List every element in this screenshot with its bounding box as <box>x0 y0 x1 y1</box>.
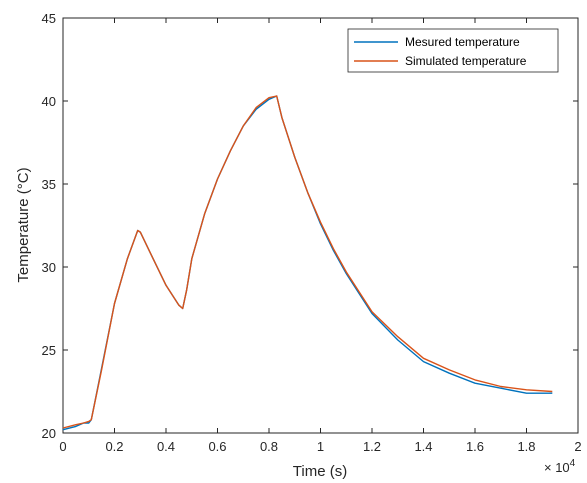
x-tick-label: 0.6 <box>208 439 226 454</box>
x-tick-label: 1 <box>317 439 324 454</box>
x-axis-multiplier: × 104 <box>544 458 576 475</box>
y-tick-label: 30 <box>42 260 56 275</box>
plot-area <box>62 17 579 434</box>
y-tick-label: 40 <box>42 94 56 109</box>
series-line-simulated <box>62 95 553 429</box>
x-axis-label: Time (s) <box>293 463 347 480</box>
legend-box <box>347 28 559 73</box>
x-tick-label: 0.2 <box>105 439 123 454</box>
y-tick-label: 45 <box>42 11 56 26</box>
x-tick-label: 2 <box>574 439 581 454</box>
y-tick-label: 25 <box>42 343 56 358</box>
x-tick-label: 0.8 <box>260 439 278 454</box>
x-axis-ticks: 0 0.2 0.4 0.6 0.8 1 1.2 1.4 1.6 1.8 2 <box>59 18 582 454</box>
x-tick-label: 1.4 <box>414 439 432 454</box>
series-layer <box>62 95 553 431</box>
y-tick-label: 20 <box>42 426 56 441</box>
x-tick-label: 1.8 <box>517 439 535 454</box>
legend-label-measured: Mesured temperature <box>405 35 520 49</box>
y-axis-ticks: 20 25 30 35 40 45 <box>42 11 578 441</box>
y-axis-label: Temperature (°C) <box>15 167 32 282</box>
legend: Mesured temperature Simulated temperatur… <box>347 28 559 73</box>
x-tick-label: 0 <box>59 439 66 454</box>
legend-label-simulated: Simulated temperature <box>405 54 527 68</box>
x-tick-label: 1.6 <box>466 439 484 454</box>
x-tick-label: 1.2 <box>363 439 381 454</box>
y-tick-label: 35 <box>42 177 56 192</box>
x-tick-label: 0.4 <box>157 439 175 454</box>
